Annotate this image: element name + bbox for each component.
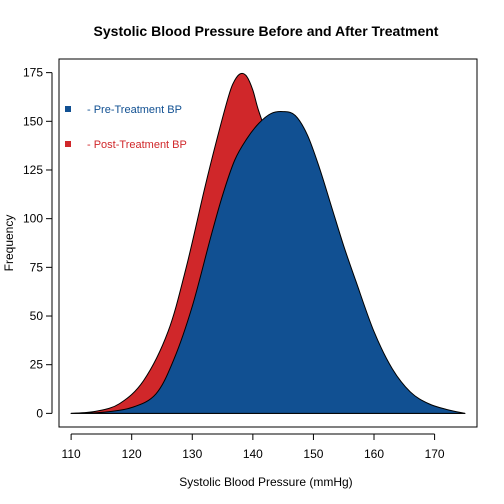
legend-swatch xyxy=(65,106,71,112)
y-axis: 0 25 50 75 100 125 150 175 xyxy=(23,66,53,420)
y-tick-label: 150 xyxy=(23,114,43,128)
y-tick-label: 0 xyxy=(36,406,43,420)
x-tick-label: 170 xyxy=(425,447,445,461)
plot-areas xyxy=(70,72,466,414)
area-series-1 xyxy=(70,110,466,414)
y-tick-label: 75 xyxy=(30,260,44,274)
chart-title: Systolic Blood Pressure Before and After… xyxy=(94,23,439,39)
y-tick-label: 125 xyxy=(23,163,43,177)
legend-label: - Post-Treatment BP xyxy=(87,139,187,151)
legend-label: - Pre-Treatment BP xyxy=(87,104,182,116)
y-axis-label: Frequency xyxy=(2,215,16,272)
x-axis: 110 120 130 140 150 160 170 xyxy=(62,433,445,461)
x-axis-label: Systolic Blood Pressure (mmHg) xyxy=(179,475,352,489)
x-tick-label: 120 xyxy=(122,447,142,461)
x-tick-label: 150 xyxy=(303,447,323,461)
y-tick-label: 175 xyxy=(23,66,43,80)
x-tick-label: 140 xyxy=(243,447,263,461)
plot-frame xyxy=(58,58,478,428)
x-tick-label: 160 xyxy=(364,447,384,461)
y-tick-label: 50 xyxy=(30,309,44,323)
y-tick-label: 25 xyxy=(30,358,44,372)
legend-swatch xyxy=(65,141,71,147)
legend: - Pre-Treatment BP - Post-Treatment BP xyxy=(65,104,187,151)
x-tick-label: 110 xyxy=(62,447,81,461)
y-tick-label: 100 xyxy=(23,212,43,226)
x-tick-label: 130 xyxy=(182,447,202,461)
